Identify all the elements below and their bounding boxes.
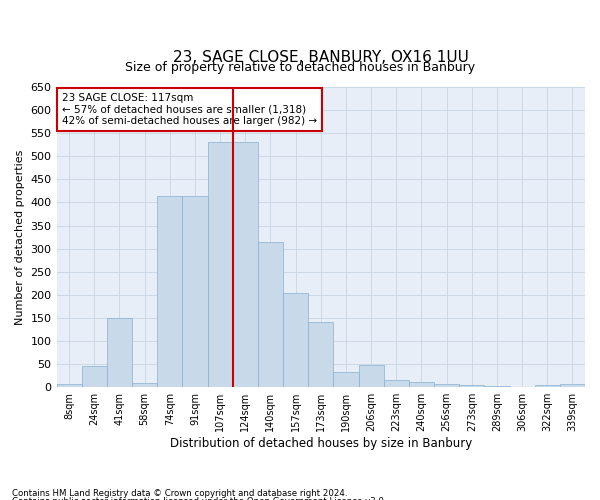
Text: Size of property relative to detached houses in Banbury: Size of property relative to detached ho… [125,62,475,74]
Bar [383,380,409,387]
Bar [308,322,334,387]
X-axis label: Distribution of detached houses by size in Banbury: Distribution of detached houses by size … [170,437,472,450]
Bar [82,366,107,387]
Bar [459,386,484,387]
Bar [283,292,308,387]
Bar [56,384,82,387]
Bar [208,142,233,387]
Bar [334,372,359,387]
Bar [157,196,182,387]
Bar [484,386,509,387]
Bar [182,196,208,387]
Title: 23, SAGE CLOSE, BANBURY, OX16 1UU: 23, SAGE CLOSE, BANBURY, OX16 1UU [173,50,469,65]
Text: 23 SAGE CLOSE: 117sqm
← 57% of detached houses are smaller (1,318)
42% of semi-d: 23 SAGE CLOSE: 117sqm ← 57% of detached … [62,93,317,126]
Bar [359,365,383,387]
Bar [434,384,459,387]
Y-axis label: Number of detached properties: Number of detached properties [15,150,25,325]
Bar [258,242,283,387]
Bar [132,382,157,387]
Text: Contains HM Land Registry data © Crown copyright and database right 2024.: Contains HM Land Registry data © Crown c… [12,488,347,498]
Bar [535,385,560,387]
Bar [233,142,258,387]
Text: Contains public sector information licensed under the Open Government Licence v3: Contains public sector information licen… [12,497,386,500]
Bar [560,384,585,387]
Bar [409,382,434,387]
Bar [107,318,132,387]
